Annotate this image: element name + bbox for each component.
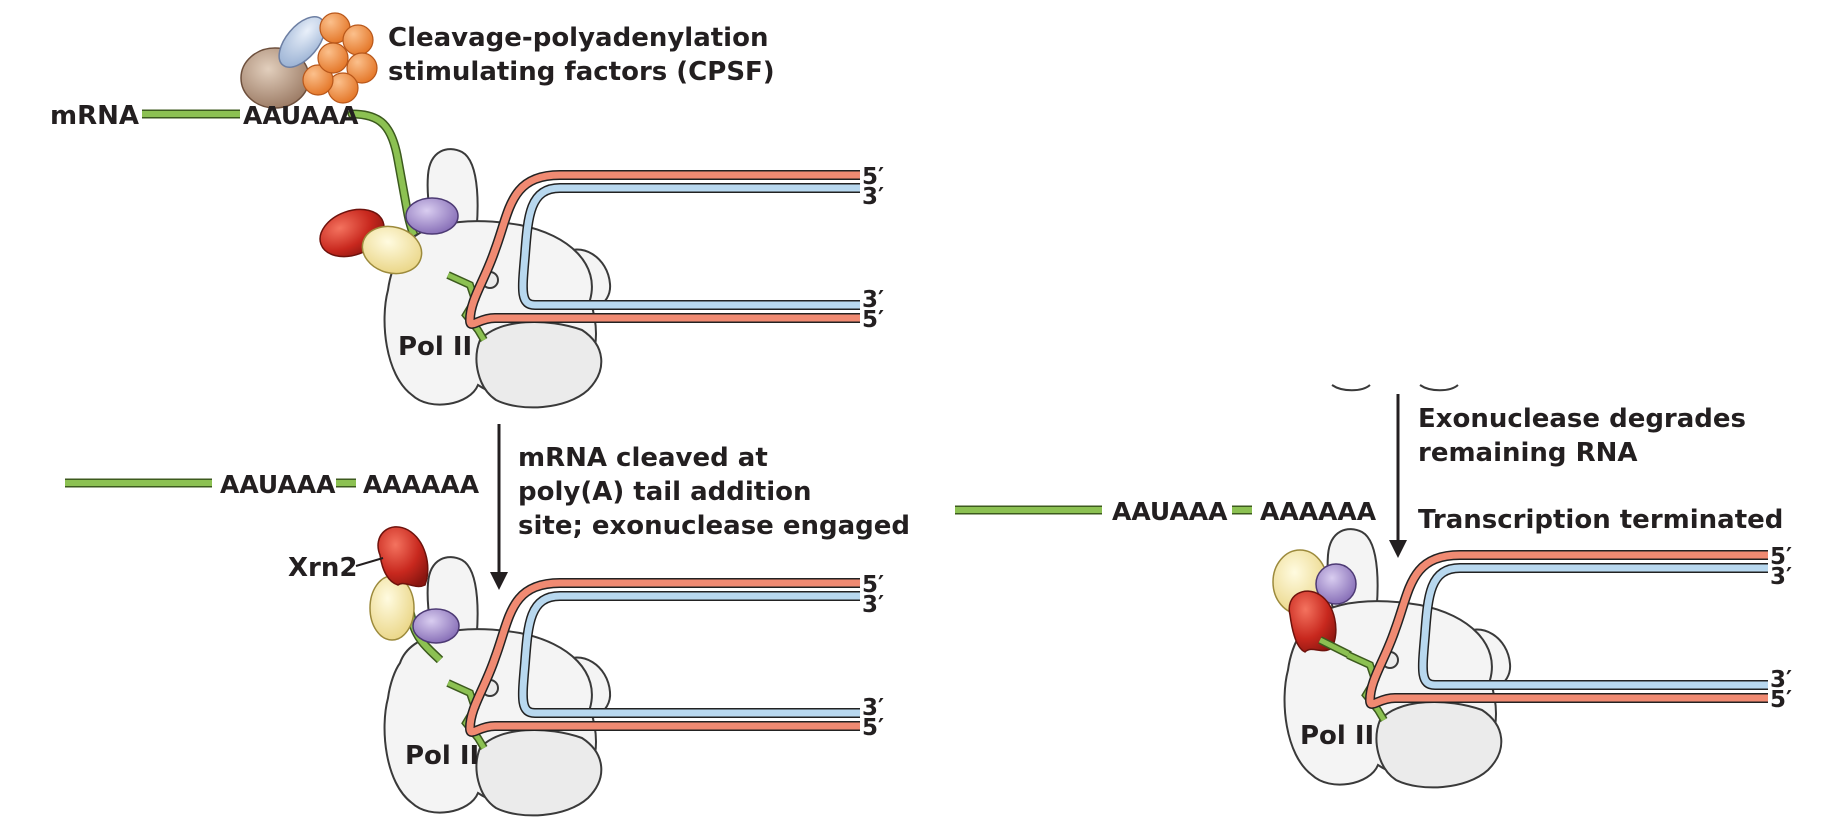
- three-prime-label: 3′: [862, 287, 884, 313]
- aaaaaa-label-2: AAAAAA: [363, 470, 480, 499]
- aauaaa-label-1: AAUAAA: [243, 101, 359, 130]
- cpsf-label-line2: stimulating factors (CPSF): [388, 57, 775, 87]
- step2-text-line1: Exonuclease degrades: [1418, 404, 1746, 434]
- mrna-label: mRNA: [50, 101, 139, 131]
- five-prime-label: 5′: [1770, 544, 1792, 570]
- pol-ii-label-3: Pol II: [1300, 721, 1374, 751]
- five-prime-label: 5′: [862, 572, 884, 598]
- aauaaa-label-3: AAUAAA: [1112, 497, 1228, 526]
- step-arrow-2-head: [1389, 540, 1407, 558]
- panel-1: Cleavage-polyadenylation stimulating fac…: [50, 12, 884, 409]
- step2-text-line3: Transcription terminated: [1418, 505, 1783, 535]
- five-prime-label: 5′: [862, 307, 884, 333]
- step-arrow-1-head: [490, 572, 508, 590]
- pol-ii-label-2: Pol II: [405, 741, 479, 771]
- xrn2-label: Xrn2: [288, 553, 357, 583]
- panel-2: Pol II Xrn2 5′ 3′ 3′ 5′: [288, 526, 884, 817]
- dna-duplex-2: [464, 578, 860, 737]
- five-prime-label: 5′: [1770, 687, 1792, 713]
- panel-3: Pol II 5′ 3′ 3′ 5′: [1272, 528, 1792, 789]
- aauaaa-label-2: AAUAAA: [220, 470, 336, 499]
- dna-duplex-3: [1364, 550, 1768, 709]
- cpsf-complex: [240, 12, 378, 109]
- step1-text-line3: site; exonuclease engaged: [518, 511, 910, 541]
- three-prime-label: 3′: [862, 695, 884, 721]
- five-prime-label: 5′: [862, 715, 884, 741]
- step1-text-line1: mRNA cleaved at: [518, 443, 768, 473]
- xrn2-protein: [377, 526, 429, 588]
- aaaaaa-label-3: AAAAAA: [1260, 497, 1377, 526]
- three-prime-label: 3′: [862, 592, 884, 618]
- dna-duplex-1: [464, 170, 860, 329]
- step2-text-line2: remaining RNA: [1418, 438, 1638, 468]
- pol-ii-complex-1: Pol II: [383, 148, 612, 409]
- step1-text-line2: poly(A) tail addition: [518, 477, 812, 507]
- three-prime-label: 3′: [862, 184, 884, 210]
- cpsf-label-line1: Cleavage-polyadenylation: [388, 23, 768, 53]
- three-prime-label: 3′: [1770, 667, 1792, 693]
- pol-ii-fragment: [1331, 384, 1459, 392]
- pol-ii-label-1: Pol II: [398, 332, 472, 362]
- bound-factors-1: [319, 197, 459, 275]
- three-prime-label: 3′: [1770, 564, 1792, 590]
- five-prime-label: 5′: [862, 164, 884, 190]
